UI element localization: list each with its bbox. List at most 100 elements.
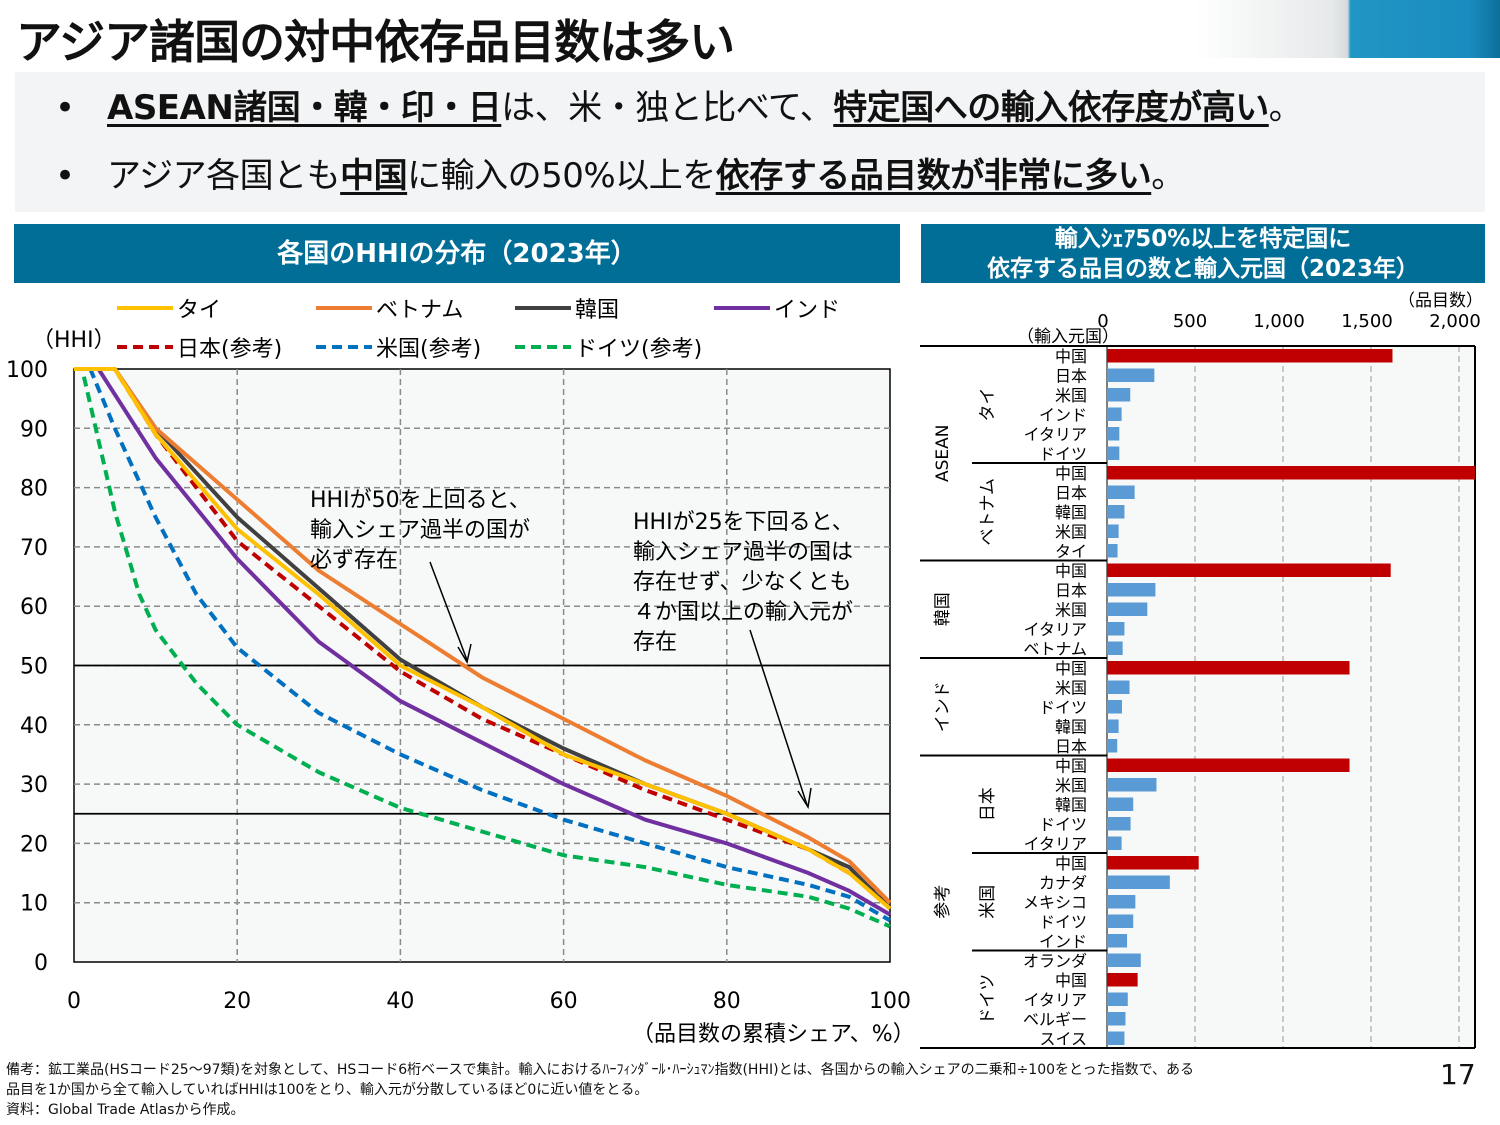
source-country-label: ドイツ xyxy=(1039,445,1087,464)
source-country-label: ベルギー xyxy=(1023,1010,1087,1029)
right-header-line-2: 依存する品目の数と輸入元国（2023年） xyxy=(986,255,1419,282)
source-country-label: 中国 xyxy=(1055,659,1087,678)
import-source-bar-chart: 0 500 1,000 1,500 2,000（品目数）（輸入元国）中国日本米国インドイ… xyxy=(920,291,1483,1049)
footnote-source: 資料：Global Trade Atlasから作成。 xyxy=(6,1102,245,1118)
bar-ベトナム-米国 xyxy=(1107,524,1119,538)
legend-label: タイ xyxy=(177,298,221,323)
left-chart-header: 各国のHHIの分布（2023年） xyxy=(14,224,900,283)
bar-米国-ドイツ xyxy=(1107,914,1134,928)
source-country-label: 米国 xyxy=(1055,776,1087,795)
legend-label: 日本(参考) xyxy=(177,337,282,362)
bar-日本-米国 xyxy=(1107,778,1157,792)
bar-タイ-インド xyxy=(1107,407,1122,421)
source-country-label: イタリア xyxy=(1024,835,1087,854)
bar-韓国-米国 xyxy=(1107,602,1148,616)
bullet-1-emph-1: ASEAN諸国・韓・印・日 xyxy=(107,88,502,128)
x-tick-label: 2,000 xyxy=(1429,311,1481,332)
y-tick-label: 20 xyxy=(20,832,48,857)
x-tick-label: 1,000 xyxy=(1253,311,1305,332)
source-country-label: カナダ xyxy=(1039,874,1087,893)
bar-米国-メキシコ xyxy=(1107,895,1136,909)
source-country-label: 日本 xyxy=(1055,737,1087,756)
bullet-1-emph-2: 特定国への輸入依存度が高い xyxy=(833,88,1269,128)
x-tick-label: 80 xyxy=(713,989,741,1014)
bar-インド-ドイツ xyxy=(1107,700,1122,714)
x-axis-label: （品目数の累積シェア、%） xyxy=(632,1022,915,1047)
plot-area xyxy=(1107,346,1475,1048)
source-country-label: 米国 xyxy=(1055,601,1087,620)
x-tick-label: 0 xyxy=(67,989,81,1014)
bar-ドイツ-中国 xyxy=(1107,973,1138,987)
annotation-arrow xyxy=(749,629,808,806)
bar-韓国-イタリア xyxy=(1107,622,1125,636)
bullet-1-end: 。 xyxy=(1268,88,1303,128)
source-country-label: ベトナム xyxy=(1023,640,1087,659)
y-tick-label: 100 xyxy=(6,358,48,383)
bar-インド-日本 xyxy=(1107,739,1118,753)
source-country-label: オランダ xyxy=(1023,952,1087,971)
legend-label: インド xyxy=(774,298,840,323)
importer-label: 米国 xyxy=(978,885,998,919)
source-country-label: 中国 xyxy=(1055,854,1087,873)
source-country-label: 日本 xyxy=(1055,484,1087,503)
source-country-label: イタリア xyxy=(1024,425,1087,444)
importer-label: ドイツ xyxy=(978,974,998,1025)
x-tick-label: 100 xyxy=(869,989,911,1014)
x-tick-label: 1,500 xyxy=(1341,311,1393,332)
annotation-hhi25: ４か国以上の輸入元が xyxy=(633,600,853,625)
x-tick-label: 40 xyxy=(386,989,414,1014)
y-tick-label: 60 xyxy=(20,595,48,620)
source-country-label: インド xyxy=(1039,406,1087,425)
bullet-2-text: に輸入の50%以上を xyxy=(407,156,716,196)
source-country-label: イタリア xyxy=(1024,991,1087,1010)
bar-タイ-米国 xyxy=(1107,388,1131,402)
source-country-label: 中国 xyxy=(1055,464,1087,483)
page-title: アジア諸国の対中依存品目数は多い xyxy=(16,15,735,69)
bar-タイ-中国 xyxy=(1107,349,1393,363)
bullet-1: • ASEAN諸国・韓・印・日は、米・独と比べて、特定国への輸入依存度が高い。 xyxy=(55,88,1303,128)
bar-米国-インド xyxy=(1107,934,1128,948)
arrow-head xyxy=(457,643,472,664)
source-country-label: ドイツ xyxy=(1039,698,1087,717)
series-line-ベトナム xyxy=(74,367,892,905)
category-label: （輸入元国） xyxy=(1017,327,1119,347)
source-country-label: メキシコ xyxy=(1023,893,1087,912)
source-country-label: 米国 xyxy=(1055,386,1087,405)
legend-label: ドイツ(参考) xyxy=(575,337,702,362)
region-label: ASEAN xyxy=(933,424,953,482)
right-header-line-1: 輸入ｼｪｱ50%以上を特定国に xyxy=(1054,225,1352,252)
legend-label: ベトナム xyxy=(376,298,463,323)
bullet-2-emph-2: 依存する品目数が非常に多い xyxy=(715,156,1152,196)
y-tick-label: 70 xyxy=(20,536,48,561)
x-tick-label: 60 xyxy=(550,989,578,1014)
summary-box: • ASEAN諸国・韓・印・日は、米・独と比べて、特定国への輸入依存度が高い。 •… xyxy=(15,72,1485,212)
source-country-label: 韓国 xyxy=(1055,718,1087,737)
x-tick-label: 20 xyxy=(223,989,251,1014)
importer-label: タイ xyxy=(978,388,998,422)
region-label: 参考 xyxy=(933,885,953,919)
annotation-hhi25: 存在せず、少なくとも xyxy=(633,570,851,595)
series-line-インド xyxy=(74,367,892,917)
bar-米国-カナダ xyxy=(1107,875,1170,889)
bar-インド-韓国 xyxy=(1107,719,1119,733)
bar-ベトナム-中国 xyxy=(1107,466,1475,480)
bar-韓国-日本 xyxy=(1107,583,1156,597)
bullet-1-text: は、米・独と比べて、 xyxy=(501,88,834,128)
bullet-2-emph-1: 中国 xyxy=(340,156,408,196)
bar-ベトナム-タイ xyxy=(1107,544,1118,558)
series-line-ドイツ(参考) xyxy=(74,367,891,929)
source-country-label: 中国 xyxy=(1055,562,1087,581)
bar-日本-イタリア xyxy=(1107,836,1122,850)
series-line-タイ xyxy=(74,367,892,911)
source-country-label: 米国 xyxy=(1055,523,1087,542)
bar-日本-韓国 xyxy=(1107,797,1134,811)
bar-タイ-ドイツ xyxy=(1107,446,1120,460)
bar-日本-ドイツ xyxy=(1107,817,1131,831)
bar-タイ-イタリア xyxy=(1107,427,1120,441)
importer-label: 日本 xyxy=(978,787,998,821)
source-country-label: イタリア xyxy=(1024,620,1087,639)
annotation-hhi25: 輸入シェア過半の国は xyxy=(633,540,853,565)
x-tick-label: 0 xyxy=(1097,311,1108,332)
bar-韓国-ベトナム xyxy=(1107,641,1123,655)
source-country-label: 韓国 xyxy=(1055,796,1087,815)
